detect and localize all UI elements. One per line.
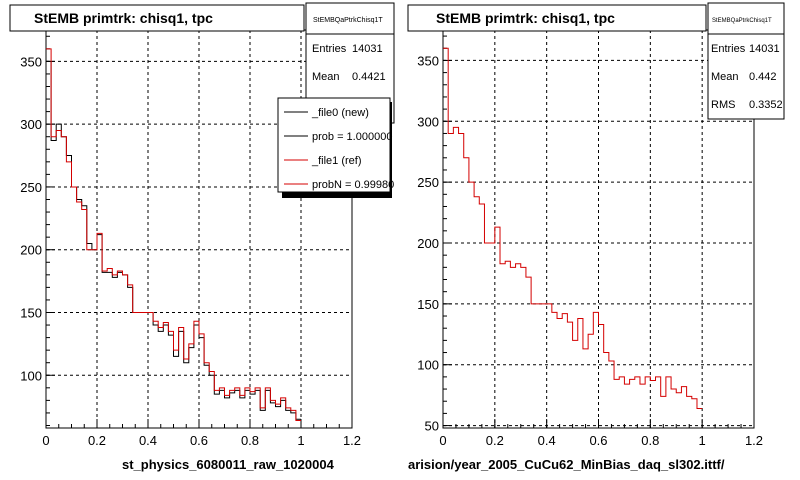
yticks-left: 100 150 200 250 300 350 bbox=[20, 35, 55, 426]
x-tick-label: 0 bbox=[42, 433, 49, 448]
legend-label: probN = 0.99980 bbox=[312, 179, 394, 191]
y-tick-label: 100 bbox=[417, 358, 439, 373]
x-tick-label: 1 bbox=[297, 433, 304, 448]
xlabel-right: arision/year_2005_CuCu62_MinBias_daq_sl3… bbox=[408, 457, 725, 472]
y-tick-label: 150 bbox=[20, 305, 42, 320]
y-tick-label: 300 bbox=[417, 114, 439, 129]
y-tick-label: 250 bbox=[20, 180, 42, 195]
stats-mean-value-left: 0.4421 bbox=[352, 71, 386, 83]
stats-name-left: StEMBQaPtrkChisq1T bbox=[313, 17, 383, 24]
y-tick-label: 250 bbox=[417, 175, 439, 190]
stats-mean-label-left: Mean bbox=[312, 71, 340, 83]
stats-entries-value-right: 14031 bbox=[749, 43, 780, 55]
x-tick-label: 0 bbox=[439, 433, 446, 448]
y-tick-label: 200 bbox=[20, 243, 42, 258]
stats-name-right: StEMBQaPtrkChisq1T bbox=[712, 18, 772, 24]
y-tick-label: 300 bbox=[20, 117, 42, 132]
legend-label: _file1 (ref) bbox=[311, 155, 362, 167]
panel-right: 50 100 150 200 250 300 350 0 0.2 0.4 0.6 0.8 1 1.2 S… bbox=[407, 2, 785, 472]
title-box-left bbox=[9, 4, 305, 32]
stats-mean-label-right: Mean bbox=[711, 71, 739, 83]
title-right: StEMB primtrk: chisq1, tpc bbox=[436, 10, 615, 26]
stats-entries-value-left: 14031 bbox=[352, 43, 383, 55]
y-tick-label: 150 bbox=[417, 297, 439, 312]
xlabel-left: st_physics_6080011_raw_1020004 bbox=[122, 457, 335, 472]
title-box-right bbox=[407, 4, 707, 32]
histogram-series-0 bbox=[443, 47, 703, 410]
x-tick-label: 0.4 bbox=[139, 433, 157, 448]
x-tick-label: 0.8 bbox=[641, 433, 659, 448]
xticks-right: 0 0.2 0.4 0.6 0.8 1 1.2 bbox=[439, 419, 763, 448]
y-tick-label: 200 bbox=[417, 236, 439, 251]
title-left: StEMB primtrk: chisq1, tpc bbox=[34, 10, 213, 26]
x-tick-label: 0.2 bbox=[486, 433, 504, 448]
stats-mean-value-right: 0.442 bbox=[749, 71, 777, 83]
x-tick-label: 1.2 bbox=[343, 433, 361, 448]
histogram-series-1 bbox=[46, 48, 301, 421]
x-tick-label: 1 bbox=[699, 433, 706, 448]
grid-left bbox=[46, 30, 352, 428]
legend-label: _file0 (new) bbox=[311, 107, 369, 119]
stats-rms-value-right: 0.3352 bbox=[749, 99, 783, 111]
stats-box-right[interactable] bbox=[707, 2, 785, 120]
y-tick-label: 350 bbox=[417, 53, 439, 68]
x-tick-label: 0.2 bbox=[88, 433, 106, 448]
stats-entries-label-right: Entries bbox=[711, 43, 746, 55]
yticks-right: 50 100 150 200 250 300 350 bbox=[417, 35, 452, 434]
series-right bbox=[443, 47, 703, 410]
x-tick-label: 0.6 bbox=[190, 433, 208, 448]
series-left bbox=[46, 48, 301, 421]
x-tick-label: 0.6 bbox=[589, 433, 607, 448]
legend-box-left[interactable] bbox=[277, 97, 391, 193]
x-tick-label: 1.2 bbox=[745, 433, 763, 448]
legend-label: prob = 1.000000 bbox=[312, 131, 392, 143]
y-tick-label: 350 bbox=[20, 54, 42, 69]
x-tick-label: 0.8 bbox=[241, 433, 259, 448]
x-tick-label: 0.4 bbox=[538, 433, 556, 448]
y-tick-label: 50 bbox=[425, 419, 439, 434]
xticks-left: 0 0.2 0.4 0.6 0.8 1 1.2 bbox=[42, 419, 361, 448]
y-tick-label: 100 bbox=[20, 368, 42, 383]
stats-rms-label-right: RMS bbox=[711, 99, 735, 111]
panel-left: 100 150 200 250 300 350 0 0.2 0.4 0.6 0.8 1 1.2 StE… bbox=[9, 2, 395, 472]
legend-entries-left: _file0 (new) prob = 1.000000 _file1 (ref) p… bbox=[284, 107, 394, 191]
stats-entries-label-left: Entries bbox=[312, 43, 347, 55]
